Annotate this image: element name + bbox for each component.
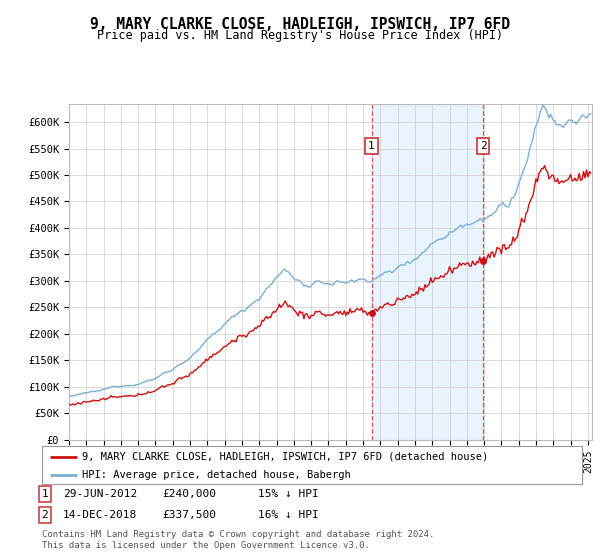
Text: HPI: Average price, detached house, Babergh: HPI: Average price, detached house, Babe…	[83, 470, 351, 480]
Bar	[371, 104, 483, 440]
Text: Price paid vs. HM Land Registry's House Price Index (HPI): Price paid vs. HM Land Registry's House …	[97, 29, 503, 42]
Text: 9, MARY CLARKE CLOSE, HADLEIGH, IPSWICH, IP7 6FD: 9, MARY CLARKE CLOSE, HADLEIGH, IPSWICH,…	[90, 17, 510, 32]
Text: 2: 2	[41, 510, 49, 520]
Text: This data is licensed under the Open Government Licence v3.0.: This data is licensed under the Open Gov…	[42, 541, 370, 550]
Text: 1: 1	[368, 141, 375, 151]
Text: 1: 1	[41, 489, 49, 499]
Text: Contains HM Land Registry data © Crown copyright and database right 2024.: Contains HM Land Registry data © Crown c…	[42, 530, 434, 539]
Text: 29-JUN-2012: 29-JUN-2012	[63, 489, 137, 499]
Text: £337,500: £337,500	[162, 510, 216, 520]
Text: 16% ↓ HPI: 16% ↓ HPI	[258, 510, 319, 520]
Text: £240,000: £240,000	[162, 489, 216, 499]
Text: 15% ↓ HPI: 15% ↓ HPI	[258, 489, 319, 499]
Text: 9, MARY CLARKE CLOSE, HADLEIGH, IPSWICH, IP7 6FD (detached house): 9, MARY CLARKE CLOSE, HADLEIGH, IPSWICH,…	[83, 452, 489, 462]
Text: 14-DEC-2018: 14-DEC-2018	[63, 510, 137, 520]
Text: 2: 2	[480, 141, 487, 151]
